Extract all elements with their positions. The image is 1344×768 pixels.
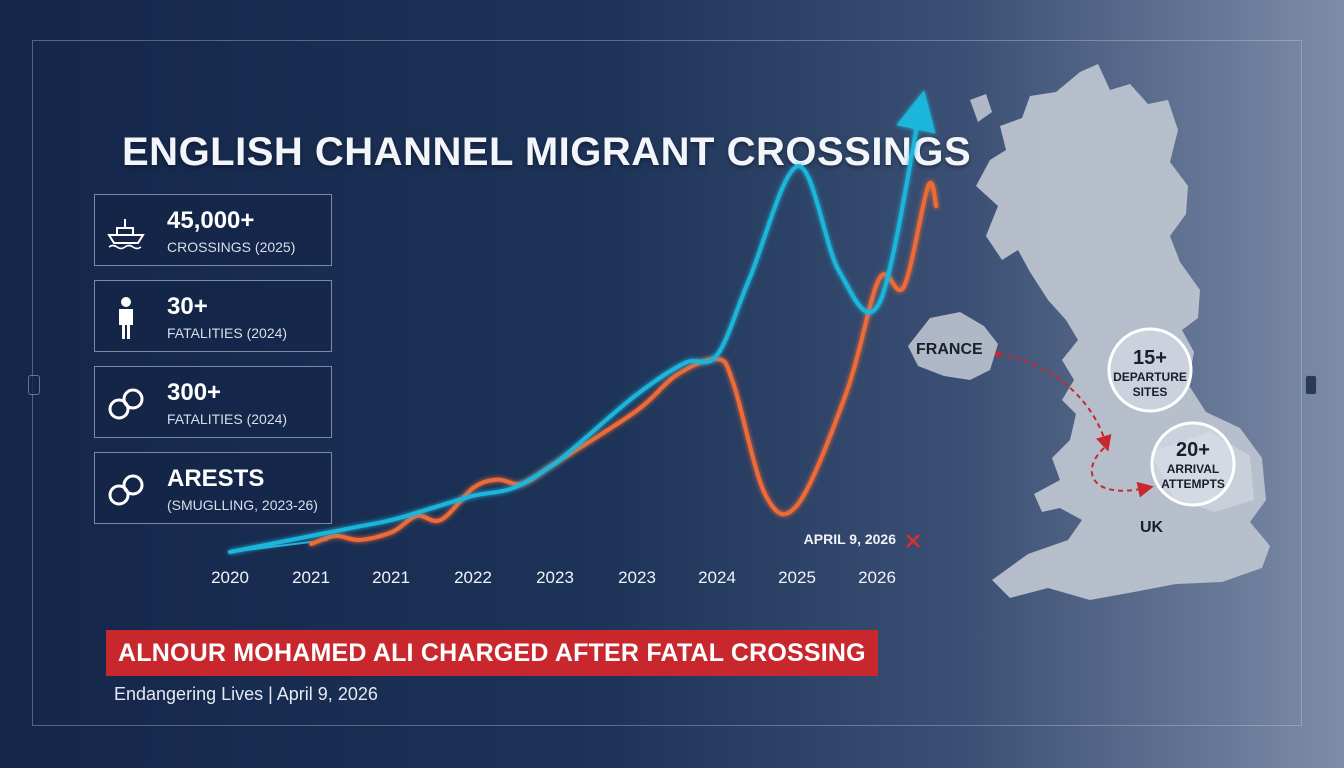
x-tick-label: 2020 [211,568,249,587]
x-tick-label: 2023 [618,568,656,587]
map-group: FRANCE UK 15+ DEPARTURE SITES 20+ ARRIVA… [908,64,1270,600]
ireland-landmass [908,312,998,380]
uk-label: UK [1140,519,1164,536]
callout-arrival-attempts: 20+ ARRIVAL ATTEMPTS [1150,421,1236,507]
route-line-2 [1090,447,1154,498]
person-icon [119,297,133,339]
x-tick-label: 2025 [778,568,816,587]
date-annotation: APRIL 9, 2026 [804,531,897,547]
route-line-1 [997,353,1112,452]
callout-departure-sites: 15+ DEPARTURE SITES [1107,327,1193,413]
stat-label: FATALITIES (2024) [167,411,288,427]
x-tick-label: 2021 [372,568,410,587]
stat-value: ARESTS [167,465,265,492]
series-layer [228,90,939,554]
callout-value: 15+ [1133,347,1167,369]
x-tick-label: 2026 [858,568,896,587]
annotation-layer: APRIL 9, 2026 [804,531,920,548]
x-tick-label: 2021 [292,568,330,587]
route-origin-dot [995,351,1001,357]
x-tick-label: 2023 [536,568,574,587]
callout-line2: SITES [1133,385,1168,399]
stat-label: FATALITIES (2024) [167,325,288,341]
series-line-orange [309,181,939,546]
stat-card-fatalities: 30+ FATALITIES (2024) [94,280,332,352]
close-x-icon-stroke [906,534,920,548]
island [970,94,992,122]
x-axis-ticks: 2020 2021 2021 2022 2023 2023 2024 2025 2026 [211,568,896,587]
uk-landmass [976,64,1270,600]
frame-left-marker [28,375,40,395]
callout-value: 20+ [1176,439,1210,461]
handcuffs-icon [108,474,144,506]
stat-card-arrests: ARESTS (SMUGLLING, 2023-26) [94,452,332,524]
handcuffs-icon [108,388,144,420]
callout-line1: ARRIVAL [1167,462,1219,476]
stat-value: 30+ [167,293,208,320]
stat-label: (SMUGLLING, 2023-26) [167,497,318,513]
stat-value: 45,000+ [167,207,255,234]
x-tick-label: 2024 [698,568,736,587]
stat-card-fatalities-2: 300+ FATALITIES (2024) [94,366,332,438]
callout-line1: DEPARTURE [1113,370,1187,384]
page-title: ENGLISH CHANNEL MIGRANT CROSSINGS [122,130,972,174]
france-label: FRANCE [916,341,983,358]
stat-card-crossings: 45,000+ CROSSINGS (2025) [94,194,332,266]
x-tick-label: 2022 [454,568,492,587]
news-subline: Endangering Lives | April 9, 2026 [114,684,378,704]
series-line-cyan [228,90,936,554]
boat-icon [107,219,145,250]
callout-line2: ATTEMPTS [1161,477,1225,491]
news-banner: ALNOUR MOHAMED ALI CHARGED AFTER FATAL C… [106,630,878,676]
frame-right-marker [1305,375,1317,395]
stat-value: 300+ [167,379,222,406]
stat-label: CROSSINGS (2025) [167,239,296,255]
